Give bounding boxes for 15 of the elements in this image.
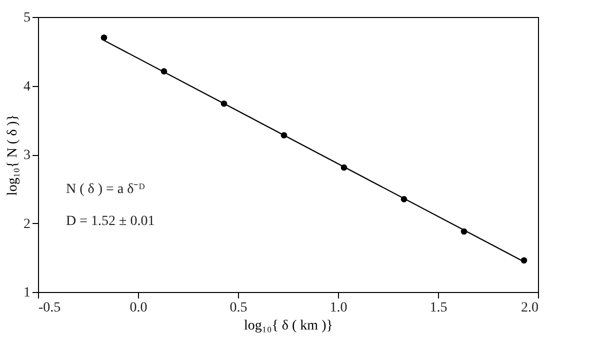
x-tick-label: 1.0 (330, 300, 348, 316)
y-tick-label: 5 (24, 10, 30, 26)
x-tick-label: 2.0 (521, 300, 538, 316)
x-tick-label: 0.5 (230, 300, 248, 316)
x-axis-title: log₁₀{ δ ( km )} (244, 318, 333, 334)
x-tick-label: 1.5 (430, 300, 448, 316)
y-tick-label: 4 (24, 79, 30, 94)
y-tick-label: 1 (24, 286, 30, 300)
y-tick-label: 2 (24, 216, 30, 232)
y-axis-title: log₁₀{ N ( δ )} (6, 114, 20, 196)
annotation: D = 1.52 ± 0.01 (66, 214, 155, 229)
y-tick-label: 3 (24, 148, 30, 163)
annotation: N ( δ ) = a δ⁻ᴰ (66, 182, 145, 197)
x-tick-label: -0.5 (38, 300, 61, 316)
x-tick-label: 0.0 (130, 300, 148, 316)
